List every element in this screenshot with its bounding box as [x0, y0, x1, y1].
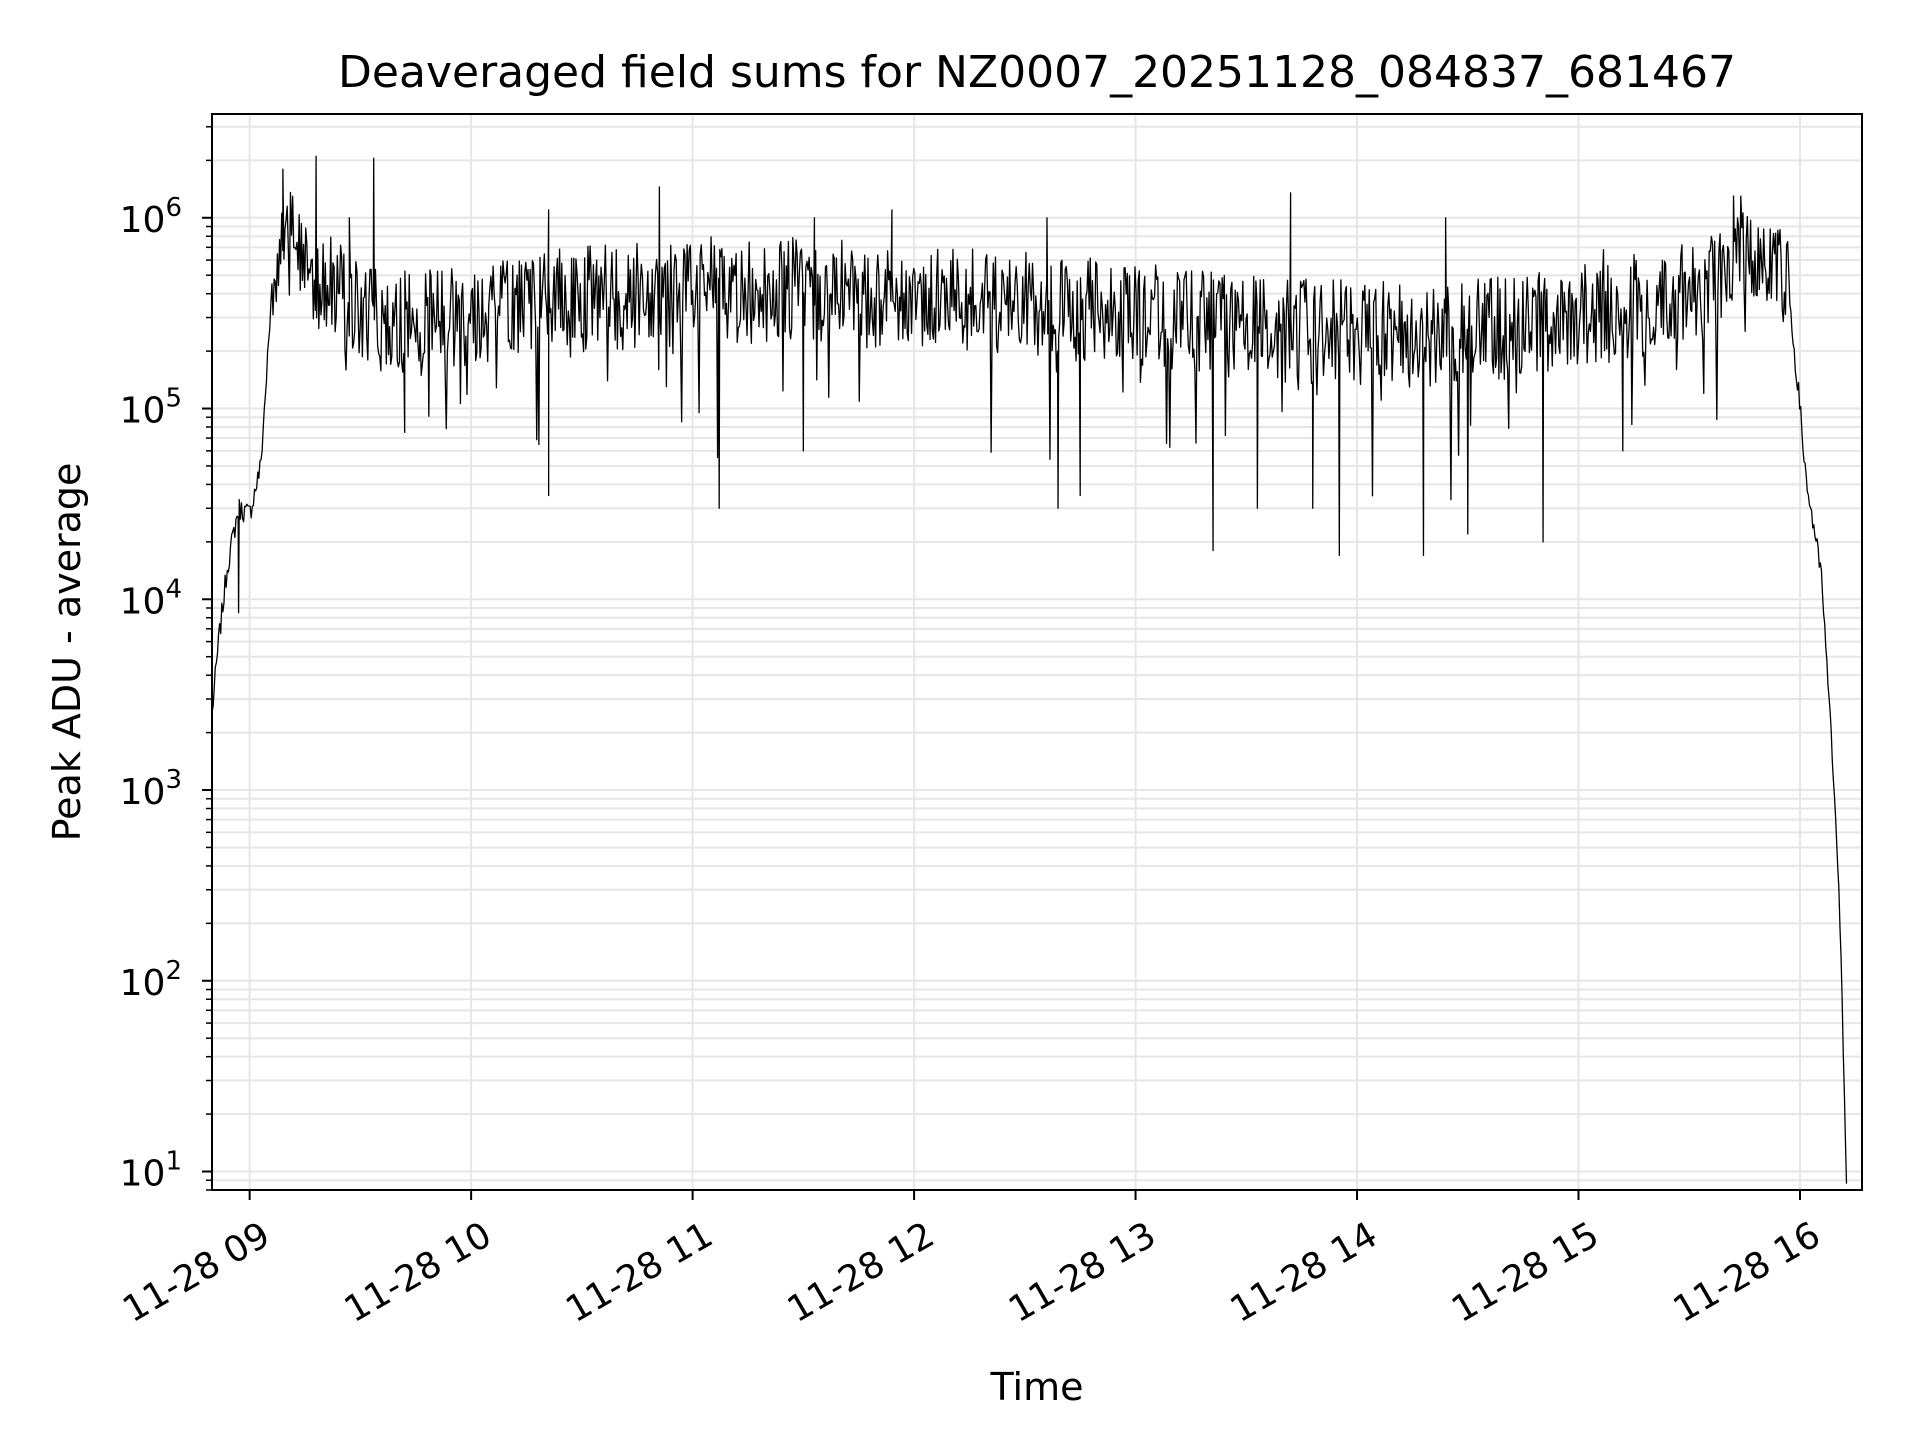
- y-tick-exponent: 3: [165, 765, 182, 795]
- x-axis-label: Time: [990, 1365, 1084, 1409]
- plot-area-frame: [211, 113, 1863, 1191]
- y-axis-label: Peak ADU - average: [45, 463, 89, 842]
- y-tick-exponent: 6: [165, 193, 182, 223]
- chart-title: Deaveraged field sums for NZ0007_2025112…: [338, 47, 1736, 98]
- y-tick-label: 106: [120, 193, 182, 241]
- plot-data: [211, 155, 1848, 1184]
- y-tick-exponent: 1: [165, 1147, 182, 1177]
- y-tick-exponent: 5: [165, 384, 182, 414]
- y-tick-exponent: 4: [165, 574, 182, 604]
- y-tick-label: 101: [120, 1147, 182, 1195]
- y-tick-exponent: 2: [165, 956, 182, 986]
- series-line: [211, 155, 1848, 1184]
